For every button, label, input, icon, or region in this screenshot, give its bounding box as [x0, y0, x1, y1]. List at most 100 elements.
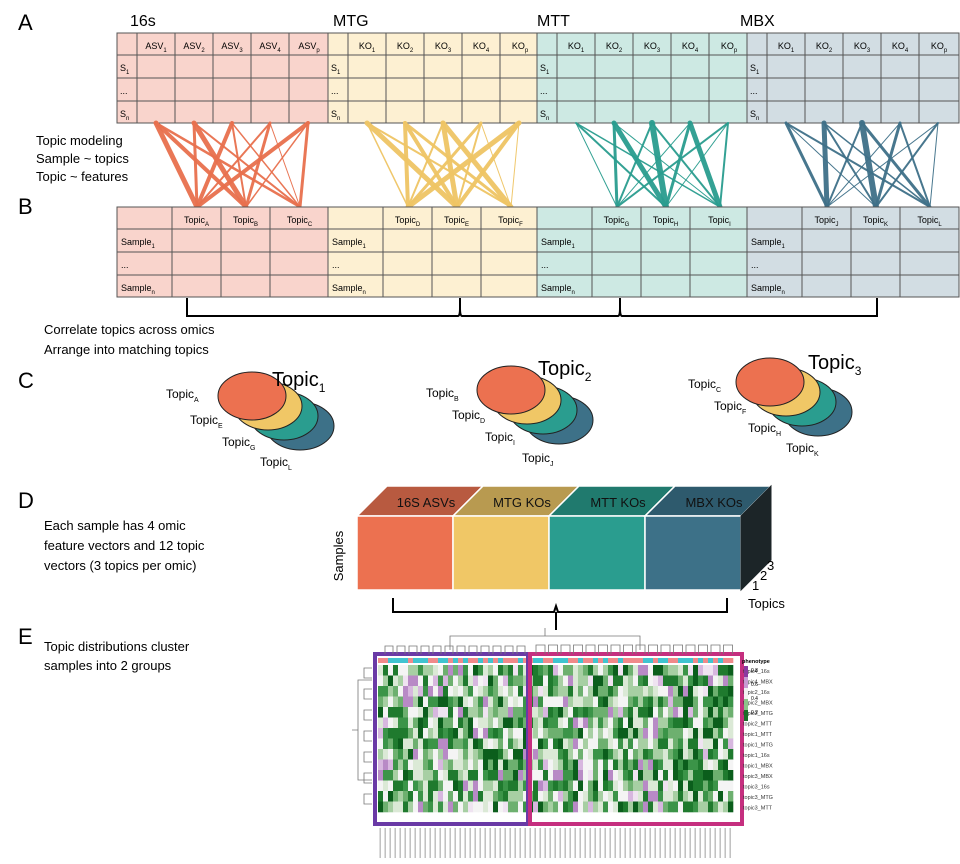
heatmap-cell: [588, 791, 594, 802]
heatmap-cell: [553, 801, 559, 813]
heatmap-cell: [643, 759, 649, 771]
matched-topic-title: Topic2: [538, 358, 592, 384]
heatmap-cell: [408, 707, 414, 718]
heatmap-cell: [483, 717, 489, 729]
column-label-mark: [504, 828, 506, 858]
heatmap-cell: [568, 696, 574, 708]
panel-e-heatmap: topic4_16stopic4_MBXtopic2_16stopic2_MBX…: [352, 628, 773, 858]
heatmap-cell: [398, 665, 404, 676]
heatmap-cell: [713, 791, 719, 802]
phenotype-cell: [583, 658, 589, 663]
heatmap-row-label: topic1_MTT: [743, 732, 773, 738]
phenotype-cell: [578, 658, 584, 663]
column-label-mark: [459, 828, 461, 858]
heatmap-cell: [433, 665, 439, 676]
heatmap-cell: [578, 770, 584, 781]
heatmap-cell: [548, 770, 554, 781]
heatmap-cell: [723, 791, 729, 802]
heatmap-cell: [538, 728, 544, 739]
heatmap-cell: [428, 675, 434, 687]
heatmap-cell: [473, 738, 479, 750]
heatmap-cell: [673, 770, 679, 781]
heatmap-cell: [728, 770, 734, 781]
heatmap-cell: [453, 780, 459, 792]
heatmap-cell: [478, 749, 484, 760]
heatmap-cell: [383, 696, 389, 708]
topic-feature-link: [366, 122, 409, 208]
topic-feature-link: [823, 122, 931, 208]
heatmap-cell: [643, 770, 649, 781]
dendrogram-branch: [352, 679, 372, 781]
phenotype-cell: [493, 658, 499, 663]
omic-topic-label-main: Topic: [714, 399, 742, 413]
heatmap-cell: [548, 665, 554, 676]
heatmap-cell: [558, 791, 564, 802]
sample-label: ...: [751, 260, 759, 270]
heatmap-cell: [718, 738, 724, 750]
heatmap-cell: [508, 675, 514, 687]
heatmap-cell: [423, 738, 429, 750]
dendrogram-leaf: [723, 644, 733, 654]
heatmap-cell: [458, 675, 464, 687]
topic-feature-link: [456, 122, 482, 208]
heatmap-cell: [458, 791, 464, 802]
heatmap-cell: [458, 801, 464, 813]
heatmap-cell: [683, 770, 689, 781]
heatmap-cell: [588, 770, 594, 781]
heatmap-cell: [648, 759, 654, 771]
column-label-mark: [474, 828, 476, 858]
caption-line: Sample ~ topics: [36, 151, 129, 166]
phenotype-cell: [483, 658, 489, 663]
feature-label-main: ASV: [221, 41, 239, 51]
heatmap-cell: [388, 770, 394, 781]
heatmap-cell: [608, 696, 614, 708]
heatmap-cell: [653, 707, 659, 718]
heatmap-cell: [633, 749, 639, 760]
legend-title: phenotype: [742, 659, 770, 665]
column-label-mark: [519, 828, 521, 858]
matched-topic-title: Topic1: [272, 369, 326, 395]
heatmap-cell: [493, 801, 499, 813]
heatmap-cell: [598, 770, 604, 781]
heatmap-cell: [618, 791, 624, 802]
heatmap-cell: [473, 759, 479, 771]
column-label-mark: [684, 828, 686, 858]
caption-line: feature vectors and 12 topic: [44, 538, 205, 553]
phenotype-cell: [418, 658, 424, 663]
column-label-mark: [424, 828, 426, 858]
panel-letter-c: C: [18, 368, 34, 393]
heatmap-cell: [518, 738, 524, 750]
heatmap-cell: [628, 801, 634, 813]
heatmap-cell: [493, 749, 499, 760]
heatmap-cell: [588, 780, 594, 792]
topic-feature-link: [153, 120, 200, 210]
heatmap-cell: [598, 707, 604, 718]
heatmap-cell: [613, 801, 619, 813]
heatmap-cell: [453, 749, 459, 760]
heatmap-cell: [448, 759, 454, 771]
heatmap-cell: [463, 759, 469, 771]
heatmap-cell: [473, 665, 479, 676]
heatmap-cell: [578, 791, 584, 802]
heatmap-cell: [408, 665, 414, 676]
feature-label-main: KO: [854, 41, 867, 51]
heatmap-cell: [433, 759, 439, 771]
heatmap-cell: [618, 780, 624, 792]
heatmap-cell: [708, 759, 714, 771]
heatmap-cell: [518, 665, 524, 676]
feature-label-main: KO: [512, 41, 525, 51]
heatmap-cell: [588, 801, 594, 813]
topic-feature-link: [784, 121, 829, 209]
heatmap-cell: [488, 801, 494, 813]
heatmap-cell: [383, 801, 389, 813]
topic-label-main: Topic: [184, 215, 206, 225]
phenotype-cell: [443, 658, 449, 663]
heatmap-cell: [503, 707, 509, 718]
heatmap-cell: [653, 770, 659, 781]
heatmap-cell: [548, 707, 554, 718]
heatmap-cell: [688, 749, 694, 760]
heatmap-cell: [458, 728, 464, 739]
topic-label: TopicB: [233, 215, 258, 228]
dendrogram-leaf: [363, 709, 372, 721]
